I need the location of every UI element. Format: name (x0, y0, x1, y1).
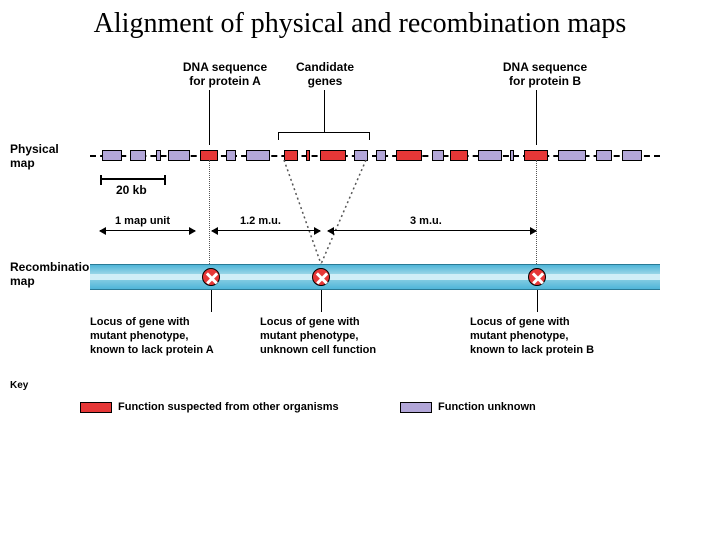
key-swatch-purple (400, 402, 432, 413)
locus-marker-mid (312, 268, 330, 286)
gene-box (622, 150, 642, 161)
gene-box (510, 150, 514, 161)
page-title: Alignment of physical and recombination … (0, 0, 720, 40)
gene-box (396, 150, 422, 161)
gene-box (320, 150, 346, 161)
connector-a (209, 160, 210, 264)
recombination-band (90, 264, 660, 290)
row-label-physical: Physical map (10, 142, 59, 170)
label-protein-a: DNA sequence for protein A (170, 60, 280, 88)
mu-bar-1unit (100, 230, 195, 231)
callout-prot-a (209, 90, 210, 145)
key-label-purple: Function unknown (438, 401, 536, 415)
key-swatch-red (80, 402, 112, 413)
gene-box (284, 150, 298, 161)
gene-box (226, 150, 236, 161)
key-heading: Key (10, 380, 28, 391)
scale-bar-20kb (100, 178, 166, 180)
locus-callout-b (537, 290, 538, 312)
gene-box (450, 150, 468, 161)
diagram-area: DNA sequence for protein A Candidate gen… (30, 60, 690, 440)
callout-candidate (324, 90, 325, 132)
gene-box (130, 150, 146, 161)
gene-box (246, 150, 270, 161)
callout-prot-b (536, 90, 537, 145)
locus-marker-b (528, 268, 546, 286)
scale-label-20kb: 20 kb (116, 183, 147, 197)
gene-box (376, 150, 386, 161)
label-protein-b: DNA sequence for protein B (490, 60, 600, 88)
locus-desc-mid: Locus of gene with mutant phenotype, unk… (260, 316, 420, 357)
gene-box (102, 150, 122, 161)
gene-box (596, 150, 612, 161)
label-candidate-genes: Candidate genes (280, 60, 370, 88)
gene-box (306, 150, 310, 161)
gene-box (558, 150, 586, 161)
mu-bar-1.2 (212, 230, 320, 231)
mu-label-1unit: 1 map unit (115, 215, 170, 227)
row-label-recomb: Recombination map (10, 260, 97, 288)
mu-bar-3 (328, 230, 536, 231)
gene-box (354, 150, 368, 161)
mu-label-3: 3 m.u. (410, 215, 442, 227)
locus-callout-mid (321, 290, 322, 312)
locus-marker-a (202, 268, 220, 286)
candidate-brace (278, 132, 370, 140)
gene-box (432, 150, 444, 161)
locus-desc-b: Locus of gene with mutant phenotype, kno… (470, 316, 640, 357)
mu-label-1.2: 1.2 m.u. (240, 215, 281, 227)
gene-box (156, 150, 161, 161)
gene-box (168, 150, 190, 161)
gene-box (478, 150, 502, 161)
locus-desc-a: Locus of gene with mutant phenotype, kno… (90, 316, 250, 357)
connector-b (536, 160, 537, 264)
locus-callout-a (211, 290, 212, 312)
key-label-red: Function suspected from other organisms (118, 401, 339, 415)
